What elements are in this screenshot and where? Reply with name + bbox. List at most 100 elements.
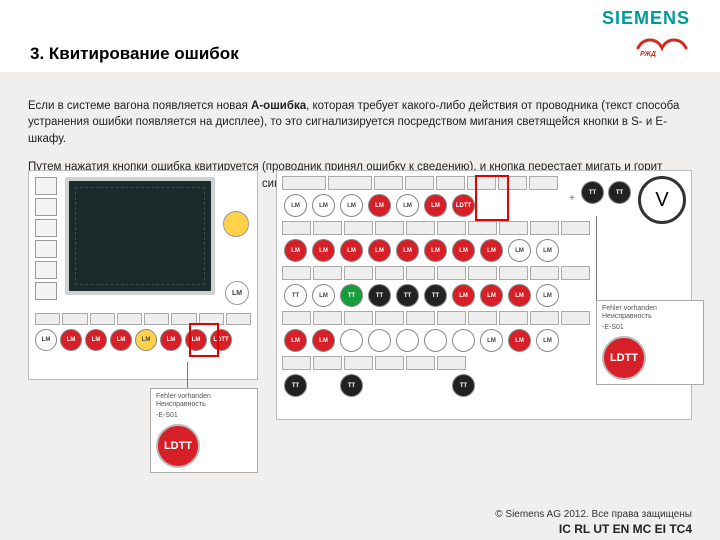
button-label-plate	[437, 311, 466, 325]
callout-code: -E-S01	[602, 324, 698, 332]
lm-button[interactable]: LM	[35, 329, 57, 351]
blank-button[interactable]	[452, 329, 475, 352]
tt-button[interactable]: TT	[396, 284, 419, 307]
ldtt-button-large[interactable]: LDTT	[602, 336, 646, 380]
blank-button[interactable]	[368, 329, 391, 352]
lm-button[interactable]: LM	[135, 329, 157, 351]
panel-tile	[35, 261, 57, 279]
lm-button[interactable]: LM	[312, 239, 335, 262]
button-label-plate	[375, 311, 404, 325]
tt-button[interactable]: TT	[284, 284, 307, 307]
lm-button[interactable]: LM	[284, 239, 307, 262]
lm-button[interactable]: LM	[536, 329, 559, 352]
lm-button[interactable]: LM	[368, 194, 391, 217]
button-label-plate	[499, 221, 528, 235]
siemens-logo: SIEMENS	[602, 8, 690, 29]
button-label-plate	[313, 266, 342, 280]
ldtt-button-large[interactable]: LDTT	[156, 424, 200, 468]
button-label-plate	[436, 176, 465, 190]
tt-button[interactable]: TT	[368, 284, 391, 307]
para1-bold: А-ошибка	[251, 100, 306, 112]
lm-button[interactable]: LM	[480, 284, 503, 307]
tt-button[interactable]: TT	[452, 374, 475, 397]
callout-right: Fehler vorhanden Неисправность -E-S01 LD…	[596, 300, 704, 385]
tt-button[interactable]: TT	[581, 181, 604, 204]
panel-tile	[35, 282, 57, 300]
lm-button[interactable]: LM	[452, 239, 475, 262]
highlight-rect-right	[475, 175, 509, 221]
copyright-text: © Siemens AG 2012. Все права защищены	[495, 509, 692, 520]
yellow-indicator	[223, 211, 249, 237]
button-label-plate	[282, 356, 311, 370]
button-label-plate	[282, 311, 311, 325]
lm-indicator-side: LM	[225, 281, 249, 305]
lm-button[interactable]: LM	[284, 329, 307, 352]
tt-button[interactable]: TT	[608, 181, 631, 204]
lm-button[interactable]: LM	[368, 239, 391, 262]
lm-button[interactable]: LM	[60, 329, 82, 351]
lm-button[interactable]: LM	[312, 329, 335, 352]
tt-button[interactable]: TT	[284, 374, 307, 397]
button-label-plate	[313, 221, 342, 235]
callout-left: Fehler vorhanden Неисправность -E-S01 LD…	[150, 388, 258, 473]
lm-button[interactable]: LM	[424, 239, 447, 262]
callout-leader-line-2	[527, 216, 597, 306]
lm-button[interactable]: LM	[480, 329, 503, 352]
button-label-plate	[117, 313, 142, 325]
button-label-plate	[406, 221, 435, 235]
lm-button[interactable]: LM	[424, 194, 447, 217]
button-label-plate	[282, 221, 311, 235]
blank-button[interactable]	[424, 329, 447, 352]
lm-button[interactable]: LM	[160, 329, 182, 351]
panel-tile	[35, 177, 57, 195]
callout-line1: Fehler vorhanden	[602, 305, 698, 313]
ldtt-button[interactable]: LDTT	[452, 194, 475, 217]
lm-button[interactable]: LM	[340, 194, 363, 217]
button-label-plate	[313, 311, 342, 325]
blank-button[interactable]	[340, 329, 363, 352]
lm-button[interactable]: LM	[284, 194, 307, 217]
button-label-plate	[226, 313, 251, 325]
button-label-plate	[530, 311, 559, 325]
lm-button[interactable]: LM	[110, 329, 132, 351]
button-label-plate	[437, 221, 466, 235]
button-label-plate	[468, 221, 497, 235]
lm-button[interactable]: LM	[396, 239, 419, 262]
callout-line1: Fehler vorhanden	[156, 393, 252, 401]
panel-tile	[35, 240, 57, 258]
lm-button[interactable]: LM	[312, 194, 335, 217]
button-label-plate	[344, 311, 373, 325]
paragraph-1: Если в системе вагона появляется новая А…	[28, 98, 692, 148]
button-label-plate	[35, 313, 60, 325]
lm-button[interactable]: LM	[340, 239, 363, 262]
button-label-plate	[405, 176, 434, 190]
lm-button[interactable]: LM	[508, 329, 531, 352]
button-label-plate	[468, 311, 497, 325]
rzd-logo: РЖД	[636, 34, 690, 58]
button-label-plate	[561, 311, 590, 325]
lm-button[interactable]: LM	[452, 284, 475, 307]
svg-text:РЖД: РЖД	[640, 51, 656, 58]
lm-button[interactable]: LM	[396, 194, 419, 217]
button-label-plate	[344, 221, 373, 235]
plus-label: +	[569, 193, 575, 204]
button-label-plate	[406, 311, 435, 325]
lm-button[interactable]: LM	[480, 239, 503, 262]
button-label-plate	[529, 176, 558, 190]
callout-line2: Неисправность	[156, 401, 252, 409]
tt-button[interactable]: TT	[340, 284, 363, 307]
callout-line2: Неисправность	[602, 313, 698, 321]
lm-button[interactable]: LM	[85, 329, 107, 351]
button-label-plate	[328, 176, 372, 190]
button-label-plate	[144, 313, 169, 325]
tt-button[interactable]: TT	[424, 284, 447, 307]
lm-button[interactable]: LM	[312, 284, 335, 307]
blank-button[interactable]	[396, 329, 419, 352]
button-label-plate	[313, 356, 342, 370]
panel-tile	[35, 219, 57, 237]
callout-code: -E-S01	[156, 412, 252, 420]
tt-button[interactable]: TT	[340, 374, 363, 397]
button-label-plate	[90, 313, 115, 325]
button-label-plate	[282, 266, 311, 280]
button-label-plate	[375, 266, 404, 280]
